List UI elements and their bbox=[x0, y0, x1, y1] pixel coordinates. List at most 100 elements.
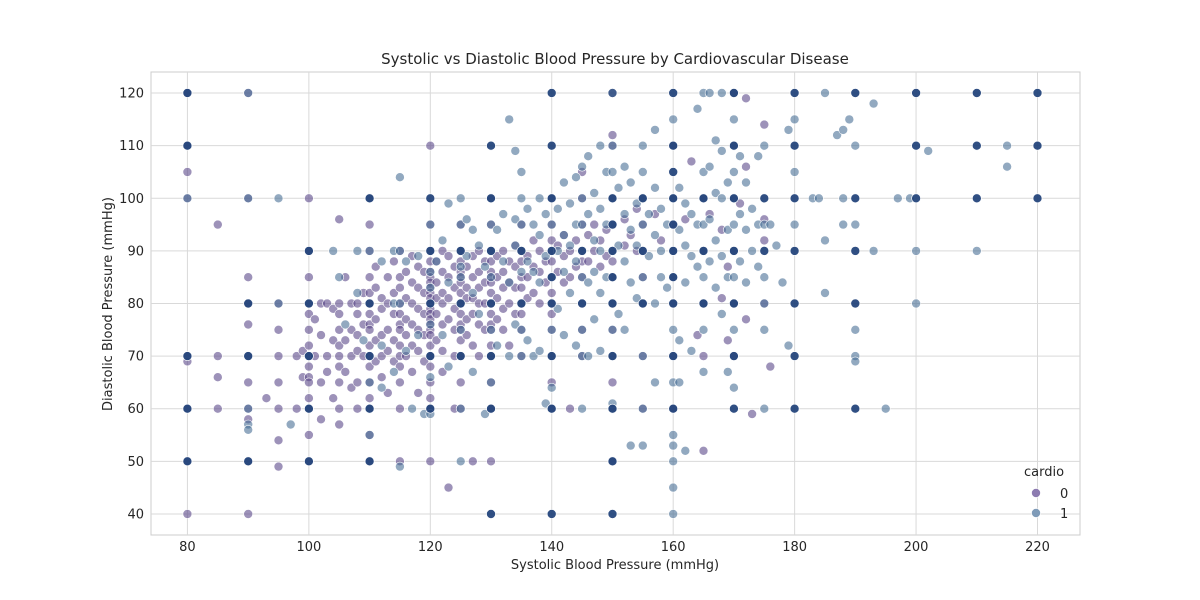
data-point bbox=[911, 88, 921, 98]
data-point bbox=[334, 419, 345, 430]
data-point bbox=[474, 267, 484, 277]
data-point bbox=[668, 193, 679, 204]
data-point bbox=[376, 382, 387, 393]
data-point bbox=[577, 298, 587, 309]
data-point bbox=[346, 382, 357, 393]
data-point bbox=[389, 367, 399, 377]
data-point bbox=[716, 146, 727, 156]
data-point bbox=[722, 367, 733, 377]
data-point bbox=[759, 246, 770, 256]
data-point bbox=[498, 209, 509, 219]
data-point bbox=[273, 377, 284, 388]
data-point bbox=[656, 235, 666, 246]
data-point bbox=[565, 288, 575, 298]
data-point bbox=[783, 340, 794, 351]
data-point bbox=[789, 167, 800, 177]
data-point bbox=[546, 351, 557, 361]
data-point bbox=[583, 277, 594, 288]
data-point bbox=[741, 314, 751, 325]
data-point bbox=[747, 204, 757, 214]
data-point bbox=[559, 177, 569, 188]
data-point bbox=[589, 219, 600, 230]
data-point bbox=[528, 235, 539, 246]
data-point bbox=[461, 314, 472, 325]
data-point bbox=[607, 509, 618, 519]
data-point bbox=[455, 309, 466, 319]
data-point bbox=[716, 88, 727, 98]
data-point bbox=[759, 140, 770, 151]
data-point bbox=[486, 403, 496, 414]
data-point bbox=[407, 367, 417, 377]
y-tick-label: 120 bbox=[119, 87, 144, 102]
data-point bbox=[971, 88, 982, 98]
data-point bbox=[516, 282, 527, 293]
data-point bbox=[595, 288, 606, 298]
data-point bbox=[304, 456, 314, 467]
data-point bbox=[370, 314, 381, 325]
data-point bbox=[395, 324, 405, 335]
data-point bbox=[680, 214, 691, 225]
data-point bbox=[486, 509, 496, 519]
data-point bbox=[431, 335, 442, 346]
data-point bbox=[729, 140, 739, 151]
data-point bbox=[789, 193, 800, 204]
data-point bbox=[650, 125, 660, 135]
data-point bbox=[577, 193, 587, 204]
data-point bbox=[656, 246, 666, 256]
data-point bbox=[376, 372, 387, 383]
data-point bbox=[486, 246, 496, 256]
data-point bbox=[498, 267, 509, 277]
data-point bbox=[516, 193, 527, 204]
x-tick-label: 80 bbox=[179, 540, 196, 555]
data-point bbox=[644, 209, 654, 219]
data-point bbox=[814, 193, 824, 204]
data-point bbox=[407, 403, 417, 414]
data-point bbox=[710, 135, 721, 146]
data-point bbox=[704, 88, 715, 98]
data-point bbox=[850, 403, 861, 414]
data-point bbox=[395, 246, 405, 256]
data-point bbox=[486, 351, 496, 361]
y-tick-label: 50 bbox=[127, 455, 144, 470]
legend-label-1: 1 bbox=[1060, 507, 1068, 522]
data-point bbox=[595, 261, 606, 272]
data-point bbox=[492, 251, 502, 261]
data-point bbox=[370, 282, 381, 293]
data-point bbox=[704, 214, 715, 225]
data-point bbox=[680, 198, 691, 209]
data-point bbox=[498, 256, 509, 267]
data-point bbox=[243, 377, 253, 388]
data-point bbox=[528, 351, 539, 361]
data-point bbox=[486, 309, 496, 319]
data-point bbox=[516, 309, 527, 319]
data-point bbox=[213, 351, 223, 361]
data-point bbox=[607, 351, 618, 361]
data-point bbox=[668, 272, 679, 283]
data-point bbox=[273, 298, 284, 309]
data-point bbox=[395, 377, 405, 388]
data-point bbox=[644, 251, 654, 261]
data-point bbox=[352, 288, 363, 298]
data-point bbox=[911, 246, 921, 256]
data-point bbox=[510, 146, 521, 156]
data-point bbox=[328, 246, 339, 256]
data-point bbox=[546, 382, 557, 393]
legend-marker-1 bbox=[1031, 508, 1041, 518]
data-point bbox=[637, 440, 648, 451]
data-point bbox=[304, 403, 314, 414]
data-point bbox=[595, 346, 606, 356]
y-tick-label: 100 bbox=[119, 192, 144, 207]
data-point bbox=[850, 246, 861, 256]
data-point bbox=[474, 309, 484, 319]
data-point bbox=[455, 456, 466, 467]
data-point bbox=[407, 340, 417, 351]
data-point bbox=[431, 309, 442, 319]
data-point bbox=[625, 177, 636, 188]
data-point bbox=[698, 367, 709, 377]
data-point bbox=[443, 482, 454, 493]
data-point bbox=[467, 288, 478, 298]
data-point bbox=[971, 193, 982, 204]
data-point bbox=[668, 167, 679, 177]
data-point bbox=[583, 230, 594, 240]
data-point bbox=[413, 388, 424, 398]
